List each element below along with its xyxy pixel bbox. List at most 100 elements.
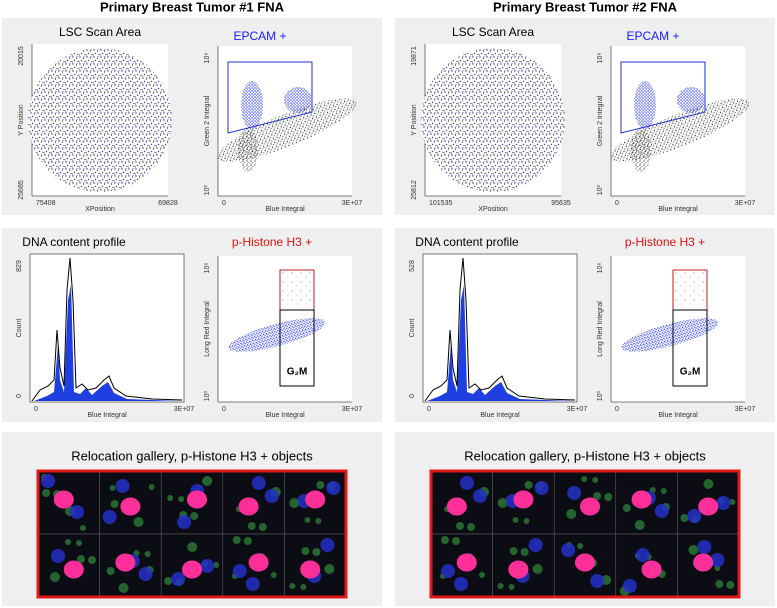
green-cell xyxy=(133,517,144,527)
epcam-gate xyxy=(620,61,706,134)
blue-nucleus xyxy=(251,476,266,490)
green-cell xyxy=(680,514,689,522)
green-cell xyxy=(497,583,504,589)
blue-nucleus xyxy=(326,481,341,495)
green-cell xyxy=(577,543,584,549)
event-cloud xyxy=(228,318,326,352)
blue-nucleus xyxy=(473,489,487,503)
green-cell xyxy=(497,498,508,508)
pink-nucleus xyxy=(513,490,534,509)
green-cell xyxy=(604,493,613,501)
y-tick-label: 10⁰ xyxy=(203,185,211,196)
gallery-cell xyxy=(553,470,617,535)
blue-nucleus xyxy=(567,486,582,500)
green-cell xyxy=(42,489,50,497)
green-cell xyxy=(520,548,529,556)
blue-nucleus xyxy=(654,504,669,518)
x-tick-label: 0 xyxy=(34,406,38,413)
column-title: Primary Breast Tumor #1 FNA xyxy=(100,0,285,14)
blue-nucleus xyxy=(622,579,637,593)
blue-nucleus xyxy=(200,559,215,573)
pink-nucleus xyxy=(631,490,652,509)
green-cell xyxy=(316,481,325,489)
panel-title: EPCAM + xyxy=(626,29,679,43)
green-cell xyxy=(324,564,335,574)
blue-nucleus xyxy=(264,489,279,503)
panel-title: LSC Scan Area xyxy=(59,25,141,39)
column-title: Primary Breast Tumor #2 FNA xyxy=(493,0,678,14)
blue-nucleus xyxy=(534,481,549,495)
green-cell xyxy=(726,581,735,589)
green-cell xyxy=(729,499,736,505)
x-axis-label: Blue Integral xyxy=(265,206,305,213)
pink-nucleus xyxy=(248,553,269,572)
gallery-cell xyxy=(492,470,555,535)
pink-nucleus xyxy=(300,560,321,579)
panel-title: DNA content profile xyxy=(22,235,126,249)
blue-nucleus xyxy=(232,564,247,578)
pink-nucleus xyxy=(641,560,662,579)
negative-cluster xyxy=(238,128,258,172)
green-cell xyxy=(592,477,599,483)
green-cell xyxy=(660,488,667,494)
green-cell xyxy=(634,520,645,530)
green-cell xyxy=(232,536,241,544)
blue-nucleus xyxy=(51,549,65,563)
positive-cluster xyxy=(241,81,263,129)
green-cell xyxy=(289,498,300,508)
y-tick-label: 10⁶ xyxy=(204,53,211,64)
blue-nucleus xyxy=(70,505,84,519)
x-tick-label: 3E+07 xyxy=(567,406,588,413)
green-cell xyxy=(80,525,86,531)
plot-frame xyxy=(422,253,578,403)
green-cell xyxy=(187,542,198,552)
green-cell xyxy=(593,492,602,500)
x-axis-label: XPosition xyxy=(478,206,508,213)
green-cell xyxy=(715,580,724,588)
gallery-cell xyxy=(553,533,617,598)
panel-title: DNA content profile xyxy=(415,235,519,249)
y-tick-label: 20015 xyxy=(18,46,25,66)
pink-nucleus xyxy=(693,553,714,572)
green-cell xyxy=(315,518,322,524)
y-tick-label: 0 xyxy=(16,394,23,398)
green-cell xyxy=(106,567,115,575)
pink-nucleus xyxy=(446,497,467,516)
histogram-line xyxy=(424,257,576,402)
green-cell xyxy=(88,556,96,564)
blue-nucleus xyxy=(635,548,650,562)
pink-nucleus xyxy=(53,490,74,509)
pink-nucleus xyxy=(698,497,719,516)
pink-nucleus xyxy=(575,553,595,572)
green-cell xyxy=(50,572,60,582)
green-cell xyxy=(270,572,277,578)
x-tick-label: 0 xyxy=(427,406,431,413)
green-cell xyxy=(76,540,82,546)
y-tick-label: 10⁰ xyxy=(203,391,211,402)
x-tick-label: 3E+07 xyxy=(342,200,363,207)
green-cell xyxy=(110,500,119,508)
x-tick-label: 3E+07 xyxy=(342,406,363,413)
x-tick-label: 95635 xyxy=(551,200,571,207)
y-tick-label: 19871 xyxy=(411,46,418,66)
gallery-cell xyxy=(37,470,100,535)
y-axis-label: Long Red Integral xyxy=(597,301,604,357)
green-cell xyxy=(581,476,588,482)
green-cell xyxy=(703,479,714,489)
scan-area xyxy=(28,48,172,192)
x-axis-label: Blue Integral xyxy=(87,412,127,419)
x-tick-label: 0 xyxy=(222,200,226,207)
y-tick-label: 25685 xyxy=(18,180,25,200)
green-cell xyxy=(456,522,464,530)
green-cell xyxy=(202,476,213,486)
column: Primary Breast Tumor #1 FNA LSC Scan Area… xyxy=(2,0,382,606)
red-gate-events xyxy=(282,272,312,308)
y-tick-label: 10⁶ xyxy=(597,263,604,274)
gallery-cell xyxy=(492,533,555,598)
pink-nucleus xyxy=(187,490,207,509)
panel-title: Relocation gallery, p-Histone H3 + objec… xyxy=(71,448,313,463)
gallery-cell xyxy=(615,470,678,535)
x-axis-label: XPosition xyxy=(85,206,115,213)
positive-cluster xyxy=(284,87,312,113)
gallery-cell xyxy=(430,470,493,535)
